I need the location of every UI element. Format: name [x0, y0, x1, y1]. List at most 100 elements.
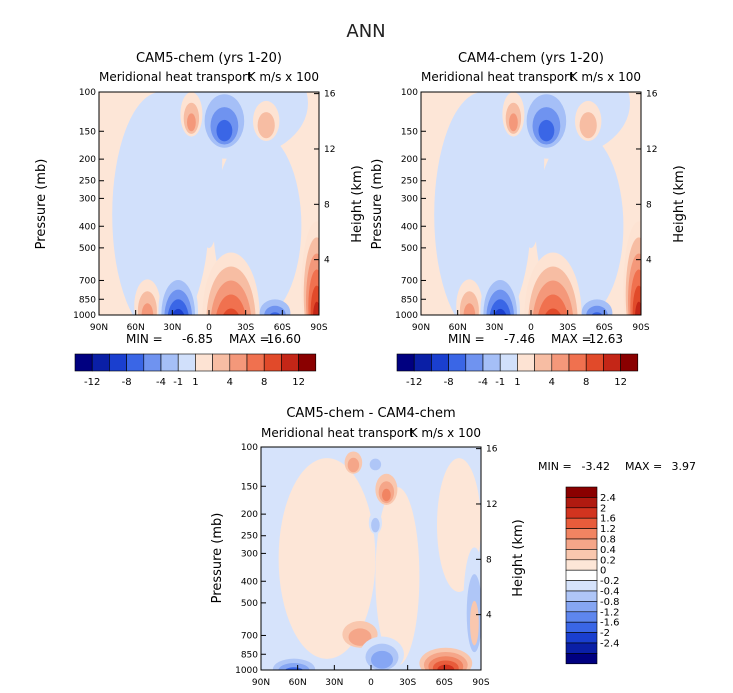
min-value: -7.46 — [504, 332, 535, 346]
colorbar-label: 1 — [192, 377, 198, 388]
y-tick-label: 400 — [79, 222, 96, 232]
max-label: MAX = — [625, 460, 662, 473]
pos-contour — [463, 303, 476, 315]
pos-contour — [579, 112, 597, 139]
pos-contour — [347, 457, 360, 473]
colorbar-swatch — [565, 559, 598, 571]
colorbar-swatch — [448, 353, 467, 372]
colorbar-label: 4 — [227, 377, 233, 388]
min-label: MIN = — [538, 460, 572, 473]
colorbar-label: -1 — [495, 377, 505, 388]
x-tick-label: 60N — [449, 323, 467, 333]
colorbar-swatch — [195, 353, 213, 372]
colorbar-label: -1.6 — [600, 618, 620, 629]
y-tick-label: 150 — [241, 482, 258, 492]
colorbar-label: 1 — [514, 377, 520, 388]
panel-subtitle: Meridional heat transport — [421, 70, 574, 84]
axes: 90N 60N 30N 0 30S 60S 90S 100 150 200 250 300 400 500… — [395, 88, 658, 333]
neg-contour — [369, 458, 382, 471]
contour-field — [261, 447, 481, 670]
x-tick-label: 60N — [289, 678, 307, 688]
pos-contour — [313, 301, 319, 315]
colorbar-swatch — [551, 353, 570, 372]
max-value: 16.60 — [267, 332, 301, 346]
field-shapes — [434, 92, 641, 315]
colorbar-label: 4 — [549, 377, 555, 388]
colorbar-swatch — [212, 353, 231, 372]
panel-cam4: CAM4-chem (yrs 1-20) Meridional heat tra… — [370, 51, 687, 388]
x-tick-label: 60S — [436, 678, 453, 688]
z-tick-label: 4 — [646, 256, 652, 266]
neg-contour — [538, 119, 555, 142]
colorbar-swatch — [482, 353, 501, 372]
y-tick-label: 150 — [79, 127, 96, 137]
colorbar-swatch — [499, 353, 518, 372]
colorbar-label: -2.4 — [600, 639, 620, 650]
x-tick-label: 60S — [274, 323, 291, 333]
colorbar-label: -0.2 — [600, 576, 620, 587]
colorbar-swatch — [565, 497, 598, 509]
x-tick-label: 90N — [90, 323, 108, 333]
axes: 90N 60N 30N 0 30S 60S 90S 100 150 200 250 300 400 500… — [235, 443, 498, 688]
neg-contour — [264, 305, 286, 315]
colorbar-swatch — [298, 353, 317, 372]
y-tick-label: 300 — [401, 194, 418, 204]
colorbar-label: 0.2 — [600, 555, 616, 566]
pos-contour — [348, 628, 372, 646]
colorbar-swatch — [246, 353, 265, 372]
x-tick-label: 30S — [399, 678, 416, 688]
colorbar-swatch — [229, 353, 248, 372]
panel-cam5: CAM5-chem (yrs 1-20) Meridional heat tra… — [34, 51, 365, 388]
colorbar-swatch — [431, 353, 449, 372]
x-tick-label: 0 — [368, 678, 374, 688]
colorbar-label: -4 — [156, 377, 166, 388]
min-label: MIN = — [126, 332, 163, 346]
colorbar-label: 12 — [292, 377, 305, 388]
z-tick-label: 4 — [486, 611, 492, 621]
y-tick-label: 250 — [401, 177, 418, 187]
colorbar-swatch — [565, 621, 598, 633]
pos-contour — [538, 294, 568, 315]
colorbar-swatch — [565, 601, 598, 613]
colorbar: -12 -8 -4 -1 1 4 8 12 — [396, 353, 639, 388]
colorbar-label: 8 — [261, 377, 267, 388]
colorbar-label: -12 — [84, 377, 100, 388]
neg-contour — [591, 312, 603, 315]
y-tick-label: 100 — [401, 88, 418, 98]
colorbar-swatch — [534, 353, 553, 372]
x-tick-label: 0 — [206, 323, 212, 333]
x-tick-label: 30N — [485, 323, 503, 333]
neg-contour — [586, 305, 608, 315]
colorbar-swatch — [565, 517, 598, 529]
colorbar-label: -0.8 — [600, 597, 620, 608]
pos-contour — [187, 113, 196, 132]
neg-contour — [371, 650, 393, 669]
contour-field — [99, 92, 319, 315]
colorbar-label: 8 — [583, 377, 589, 388]
colorbar-label: 12 — [614, 377, 627, 388]
y-tick-label: 500 — [241, 599, 258, 609]
colorbar-swatch — [585, 353, 604, 372]
colorbar-swatch — [565, 549, 598, 561]
min-label: MIN = — [448, 332, 485, 346]
colorbar-swatch — [568, 353, 587, 372]
colorbar-swatch — [143, 353, 162, 372]
y-axis-label-left: Pressure (mb) — [34, 159, 49, 250]
colorbar-swatch — [109, 353, 127, 372]
y-tick-label: 700 — [79, 276, 96, 286]
colorbar-label: -8 — [122, 377, 132, 388]
y-tick-label: 850 — [401, 295, 418, 305]
figure-title: ANN — [346, 21, 385, 42]
y-tick-label: 1000 — [395, 311, 418, 321]
neg-contour — [489, 299, 511, 315]
panel-subtitle: Meridional heat transport — [261, 426, 414, 440]
colorbar-swatch — [177, 353, 196, 372]
x-tick-label: 90N — [252, 678, 270, 688]
neg-contour — [278, 662, 310, 670]
z-tick-label: 16 — [324, 90, 336, 100]
y-axis-label-left: Pressure (mb) — [210, 513, 225, 604]
neg-contour — [371, 517, 380, 533]
max-label: MAX = — [551, 332, 592, 346]
y-tick-label: 100 — [79, 88, 96, 98]
